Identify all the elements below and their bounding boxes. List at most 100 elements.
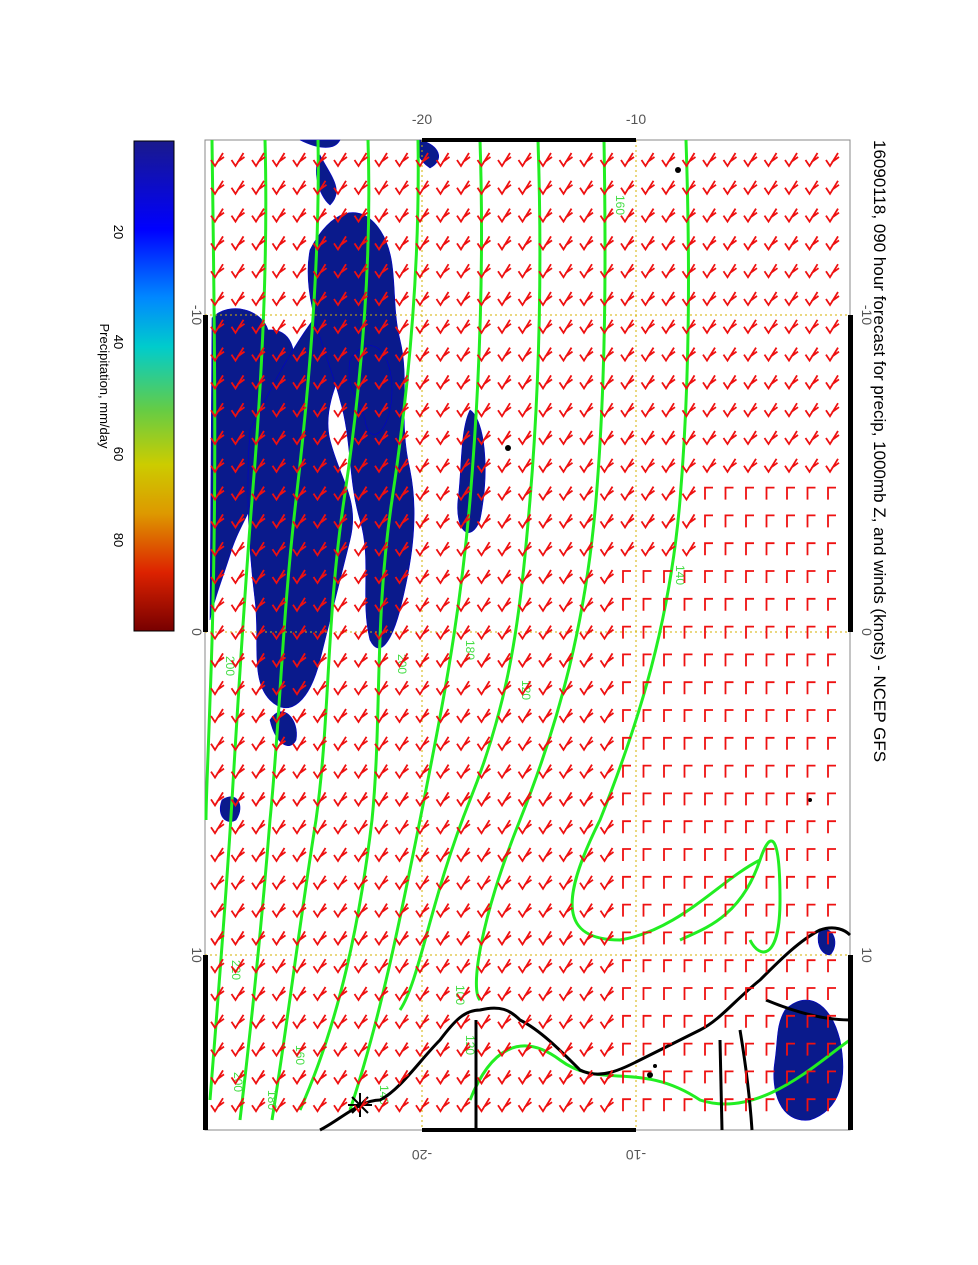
wind-barb — [806, 903, 816, 917]
wind-barb — [722, 347, 738, 363]
wind-barb — [743, 235, 758, 252]
wind-barb — [599, 430, 615, 446]
wind-barb — [538, 235, 553, 252]
wind-barb — [230, 486, 246, 502]
wind-barb — [292, 1014, 307, 1030]
wind-barb — [622, 820, 631, 834]
wind-barb — [435, 736, 451, 752]
wind-barb — [722, 152, 738, 168]
wind-barb — [230, 1097, 246, 1113]
wind-barb — [394, 930, 410, 947]
wind-barb — [765, 1098, 775, 1112]
wind-barb — [786, 848, 795, 861]
wind-barb — [765, 514, 775, 528]
wind-barb — [353, 791, 369, 808]
wind-barb — [374, 819, 389, 835]
wind-barb — [743, 374, 758, 391]
wind-barb — [415, 347, 430, 363]
wind-barb — [476, 152, 492, 168]
wind-barb — [702, 291, 717, 307]
wind-barb — [683, 1014, 693, 1028]
wind-barb — [292, 958, 307, 974]
wind-barb — [599, 680, 615, 696]
wind-barb — [333, 513, 348, 530]
wind-barb — [599, 819, 615, 835]
wind-barb — [456, 541, 471, 557]
wind-barb — [538, 1069, 553, 1086]
wind-barb — [825, 402, 840, 418]
wind-barb — [312, 291, 328, 307]
wind-barb — [558, 458, 574, 474]
wind-barb — [312, 263, 328, 279]
wind-barb — [353, 319, 369, 335]
wind-barb — [394, 597, 410, 613]
wind-barb — [784, 347, 799, 363]
wind-barb — [415, 569, 430, 585]
wind-barb — [456, 791, 471, 808]
wind-barb — [704, 959, 713, 973]
wind-barb — [497, 235, 512, 252]
wind-barb — [663, 570, 672, 583]
wind-barb — [333, 708, 348, 724]
wind-barb — [415, 847, 430, 863]
contour-line — [238, 139, 320, 1121]
wind-barb — [497, 402, 512, 418]
wind-barb — [558, 430, 574, 446]
wind-barb — [210, 847, 225, 863]
wind-barb — [374, 680, 389, 696]
wind-barb — [333, 152, 348, 168]
wind-barb — [806, 514, 816, 528]
wind-barb — [642, 681, 652, 695]
wind-barb — [210, 652, 225, 669]
wind-barb — [702, 152, 717, 168]
wind-barb — [804, 402, 820, 418]
wind-barb — [704, 792, 713, 806]
wind-barb — [230, 513, 246, 530]
tick-label-bottom: 10 — [859, 947, 875, 963]
contour-label: 200 — [223, 656, 237, 676]
wind-barb — [661, 458, 676, 474]
wind-barb — [517, 208, 533, 224]
wind-barb — [642, 875, 652, 889]
wind-barb — [786, 959, 795, 973]
wind-barb — [642, 959, 652, 973]
wind-barb — [210, 625, 225, 641]
wind-barb — [558, 903, 574, 919]
wind-barb — [745, 709, 754, 722]
wind-barb — [374, 625, 389, 641]
wind-barb — [640, 513, 656, 530]
wind-barb — [622, 709, 631, 722]
wind-barb — [663, 736, 672, 750]
wind-barb — [558, 1014, 574, 1030]
wind-barb — [683, 959, 693, 973]
wind-barb — [476, 1042, 492, 1058]
wind-barb — [579, 875, 594, 891]
wind-barb — [271, 652, 287, 669]
wind-barb — [394, 875, 410, 891]
wind-barb — [476, 847, 492, 863]
wind-barb — [784, 291, 799, 307]
wind-barb — [435, 180, 451, 196]
wind-barb — [702, 180, 717, 196]
contour-label: 180 — [463, 640, 477, 660]
coastline — [319, 926, 852, 1132]
wind-barb — [599, 319, 615, 335]
wind-barb — [435, 541, 451, 557]
wind-barb — [497, 541, 512, 557]
wind-barb — [745, 1070, 754, 1084]
axis-frame-bars — [203, 138, 853, 1132]
wind-barb — [724, 903, 734, 917]
wind-barb — [784, 152, 799, 168]
wind-barb — [456, 652, 471, 669]
wind-barb — [827, 764, 836, 778]
wind-barb — [538, 152, 553, 168]
wind-barb — [517, 291, 533, 307]
wind-barb — [497, 847, 512, 863]
wind-barb — [558, 875, 574, 891]
wind-barb — [292, 986, 307, 1002]
wind-barb — [806, 764, 816, 778]
coast-islands — [505, 167, 812, 1078]
wind-barb — [620, 180, 635, 196]
wind-barb — [333, 180, 348, 196]
wind-barb — [456, 847, 471, 863]
